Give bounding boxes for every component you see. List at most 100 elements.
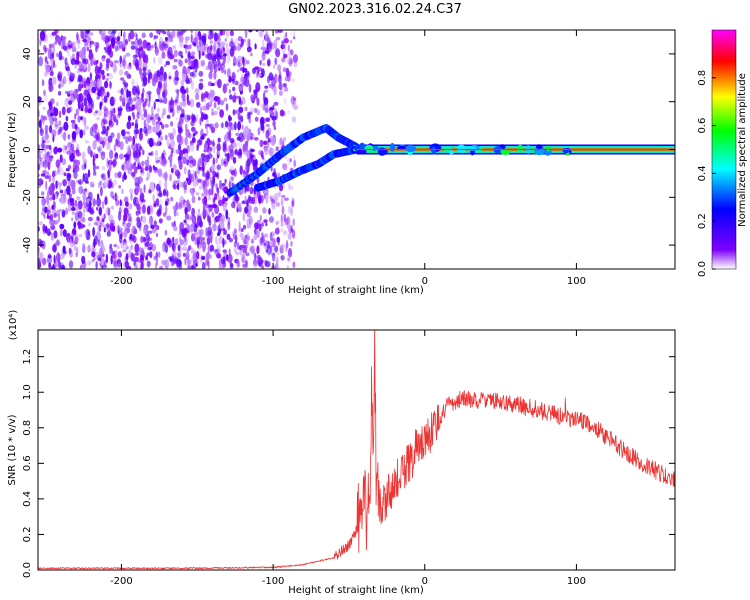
noise-speck [135,264,138,269]
noise-speck [233,168,237,177]
noise-speck [164,229,168,236]
noise-speck [113,179,118,186]
noise-speck [131,142,137,150]
noise-speck [244,259,248,268]
noise-speck [194,88,200,94]
noise-speck [159,121,163,126]
noise-speck [202,113,208,120]
noise-speck [178,34,184,43]
noise-speck [252,133,255,139]
noise-speck [198,157,203,167]
noise-speck [218,236,224,244]
noise-speck [151,243,157,252]
tone-blob [431,146,437,155]
noise-speck [283,213,287,223]
noise-speck [42,141,45,151]
noise-speck [181,93,186,99]
noise-speck [57,147,63,153]
noise-speck [46,61,49,65]
noise-speck [143,119,147,129]
noise-speck [246,46,252,53]
noise-speck [164,63,167,68]
noise-speck [110,205,115,210]
noise-speck [216,106,221,111]
noise-speck [209,67,214,74]
noise-speck [190,51,196,56]
noise-speck [275,221,279,225]
noise-speck [101,248,107,251]
noise-speck [210,123,215,127]
noise-speck [82,38,87,43]
noise-speck [90,100,95,110]
noise-speck [47,68,50,76]
noise-speck [82,210,85,218]
noise-speck [207,153,213,159]
noise-speck [134,48,139,55]
noise-speck [114,44,119,53]
noise-speck [207,60,213,70]
noise-speck [109,190,115,195]
noise-speck [239,76,245,83]
noise-speck [244,30,248,39]
noise-speck [78,185,84,195]
noise-speck [99,101,102,111]
noise-speck [82,243,86,253]
noise-speck [70,93,76,103]
noise-speck [241,173,246,177]
noise-speck [225,103,229,111]
noise-speck [127,166,132,171]
noise-speck [226,233,231,240]
noise-speck [68,260,74,269]
noise-speck [161,123,165,130]
noise-speck [269,245,273,254]
noise-speck [188,216,193,220]
noise-speck [71,41,76,51]
noise-speck [206,230,212,238]
noise-speck [292,97,297,101]
noise-speck [100,186,103,197]
noise-speck [213,249,218,253]
noise-speck [228,248,231,256]
noise-speck [109,149,114,160]
noise-speck [132,231,135,242]
noise-speck [120,243,125,249]
noise-speck [62,38,66,48]
noise-speck [183,180,188,190]
noise-speck [229,94,233,100]
y-tick-label: 0.0 [22,562,33,578]
noise-speck [148,137,154,148]
noise-speck [45,64,50,73]
noise-speck [248,30,253,33]
noise-speck [195,93,200,101]
noise-speck [280,243,286,249]
noise-speck [219,220,225,230]
noise-speck [273,126,276,130]
noise-speck [273,193,279,202]
noise-speck [166,215,172,221]
noise-speck [77,78,81,83]
noise-speck [235,95,241,99]
noise-speck [220,214,226,224]
noise-speck [206,147,212,154]
noise-speck [256,97,260,106]
noise-speck [180,55,184,59]
noise-speck [191,216,196,225]
noise-speck [50,112,54,117]
noise-speck [89,181,95,188]
noise-speck [109,243,113,249]
noise-speck [207,244,210,254]
noise-speck [101,97,104,107]
noise-speck [93,134,97,139]
noise-speck [192,260,196,268]
noise-speck [268,83,273,88]
noise-speck [189,71,195,77]
noise-speck [128,96,133,105]
noise-speck [149,251,153,259]
noise-speck [267,138,271,143]
tone-core [356,148,675,151]
noise-speck [58,71,64,77]
noise-speck [145,177,149,181]
noise-speck [129,106,135,112]
noise-speck [178,200,183,208]
noise-speck [242,149,248,156]
